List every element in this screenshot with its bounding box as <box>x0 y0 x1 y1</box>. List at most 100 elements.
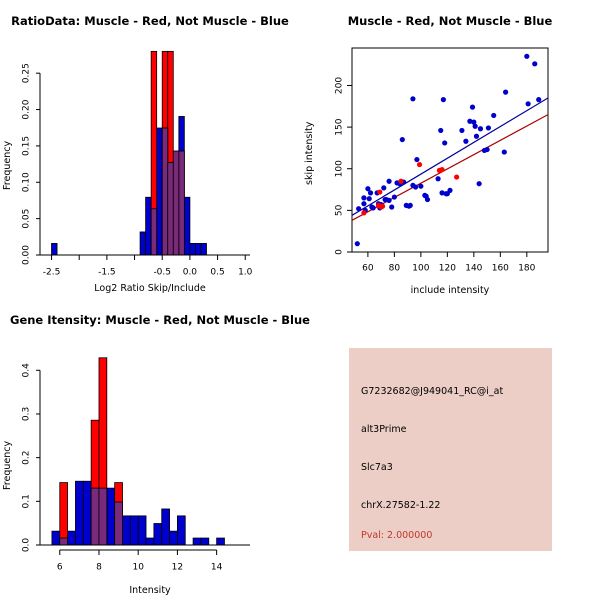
gene-bar-overlap <box>98 487 108 546</box>
scatter-point <box>440 97 446 103</box>
scatter-x-tick-label: 140 <box>465 264 482 274</box>
gene-intensity-ylabel: Frequency <box>2 441 51 501</box>
ratio-histogram-panel: RatioData: Muscle - Red, Not Muscle - Bl… <box>0 0 300 300</box>
scatter-point <box>386 197 392 203</box>
gene-bar-blue <box>51 530 61 546</box>
scatter-point <box>491 112 497 119</box>
scatter-point <box>463 138 469 144</box>
gene-intensity-xlabel: Intensity <box>129 585 171 596</box>
scatter-point <box>366 196 372 202</box>
ratio-x-tick-label: 1.0 <box>238 268 253 278</box>
ratio-histogram-xlabel: Log2 Ratio Skip/Include <box>94 283 206 294</box>
gene-x-tick-label: 12 <box>172 563 183 573</box>
ratio-histogram-ylabel: Frequency <box>2 141 51 201</box>
scatter-point <box>532 61 538 67</box>
scatter-point <box>438 127 444 134</box>
scatter-point <box>525 101 531 107</box>
gene-bar-blue <box>82 480 92 546</box>
ratio-bar-blue <box>183 196 191 256</box>
gene-bar-blue <box>192 537 202 546</box>
scatter-point <box>469 104 476 110</box>
scatter-point <box>524 53 530 59</box>
scatter-point <box>439 190 445 196</box>
ratio-histogram-title: RatioData: Muscle - Red, Not Muscle - Bl… <box>11 14 289 28</box>
scatter-point <box>361 195 367 201</box>
gene-y-tick-label: 0.0 <box>22 538 32 553</box>
ratio-y-tick-label: 0.00 <box>22 245 32 265</box>
ratio-bar-blue <box>189 243 196 256</box>
scatter-x-tick-label: 160 <box>492 264 509 274</box>
gene-bar-overlap <box>90 487 100 546</box>
scatter-point <box>381 185 387 191</box>
scatter-x-tick-label: 80 <box>389 264 401 274</box>
gene-x-tick-label: 14 <box>211 563 223 573</box>
ratio-bars-group <box>51 50 207 256</box>
scatter-point <box>361 201 367 207</box>
ratio-histogram-canvas: 0.00 0.05 0.10 0.15 0.20 0.25 -2.5 -1.5 -0.5 0.0 0… <box>22 50 253 278</box>
ratio-bar-overlap <box>167 162 174 256</box>
scatter-y-tick-label: 0 <box>335 249 345 255</box>
info-probe-id: G7232682@J949041_RC@i_at <box>361 386 504 397</box>
scatter-point <box>412 184 419 190</box>
scatter-plot-xlabel: include intensity <box>410 285 490 296</box>
scatter-point <box>370 205 376 211</box>
scatter-x-tick-label: 120 <box>439 264 456 274</box>
scatter-point <box>386 178 392 184</box>
info-locus: chrX.27582-1.22 <box>361 500 441 511</box>
gene-bar-blue <box>122 515 131 546</box>
scatter-point <box>379 203 386 209</box>
ratio-y-tick-label: 0.10 <box>22 172 32 192</box>
scatter-point <box>477 126 484 132</box>
scatter-point <box>484 146 490 153</box>
gene-intensity-histogram-title: Gene Itensity: Muscle - Red, Not Muscle … <box>10 313 310 327</box>
scatter-x-tick-label: 100 <box>412 264 429 274</box>
info-gene-symbol: Slc7a3 <box>361 462 393 473</box>
gene-x-tick-label: 10 <box>132 563 144 573</box>
ratio-histogram-ylabel-text: Frequency <box>2 140 13 190</box>
gene-intensity-ylabel-text: Frequency <box>2 440 13 490</box>
scatter-point <box>467 118 473 124</box>
scatter-point <box>391 194 397 200</box>
scatter-y-tick-label: 100 <box>335 160 345 177</box>
gene-y-tick-label: 0.2 <box>22 450 32 464</box>
scatter-point <box>442 140 448 146</box>
gene-bar-blue <box>67 530 76 546</box>
scatter-point <box>459 127 465 134</box>
scatter-plot-canvas: 0 50 100 150 200 60 80 100 120 140 160 180 <box>335 47 549 274</box>
ratio-bar-blue <box>139 231 147 256</box>
scatter-point <box>447 187 453 193</box>
gene-info-panel: G7232682@J949041_RC@i_at alt3Prime Slc7a… <box>349 348 552 551</box>
ratio-bar-blue <box>195 243 202 256</box>
ratio-bar-blue <box>145 196 152 256</box>
scatter-point <box>471 119 477 125</box>
scatter-point <box>439 166 445 173</box>
scatter-fit-line <box>352 97 548 216</box>
scatter-point <box>407 202 413 208</box>
gene-bar-blue <box>137 515 147 546</box>
ratio-bar-overlap <box>172 150 180 256</box>
ratio-x-tick-label: -0.5 <box>153 268 171 278</box>
scatter-point <box>361 210 367 216</box>
info-pval: Pval: 2.000000 <box>361 530 433 541</box>
scatter-y-tick-label: 50 <box>335 204 345 216</box>
gene-intensity-canvas: 0.0 0.1 0.2 0.3 0.4 6 8 10 12 14 <box>22 357 250 573</box>
gene-x-tick-label: 8 <box>96 563 102 573</box>
gene-bar-blue <box>216 537 225 546</box>
scatter-point <box>377 189 383 195</box>
ratio-x-tick-label: -2.5 <box>43 268 61 278</box>
scatter-point <box>454 174 460 180</box>
gene-bar-blue <box>145 537 155 546</box>
ratio-bar-overlap <box>178 150 185 256</box>
gene-bar-blue <box>129 515 139 546</box>
gene-bar-blue <box>153 523 163 546</box>
gene-x-tick-label: 6 <box>57 563 63 573</box>
info-event-type: alt3Prime <box>361 424 407 435</box>
scatter-point <box>356 206 362 212</box>
scatter-y-tick-label: 200 <box>335 77 345 94</box>
scatter-point <box>414 156 420 163</box>
scatter-point <box>410 96 416 102</box>
gene-bar-blue <box>75 480 84 546</box>
scatter-point <box>365 186 371 192</box>
gene-y-tick-label: 0.4 <box>22 363 32 378</box>
scatter-point <box>476 181 482 187</box>
